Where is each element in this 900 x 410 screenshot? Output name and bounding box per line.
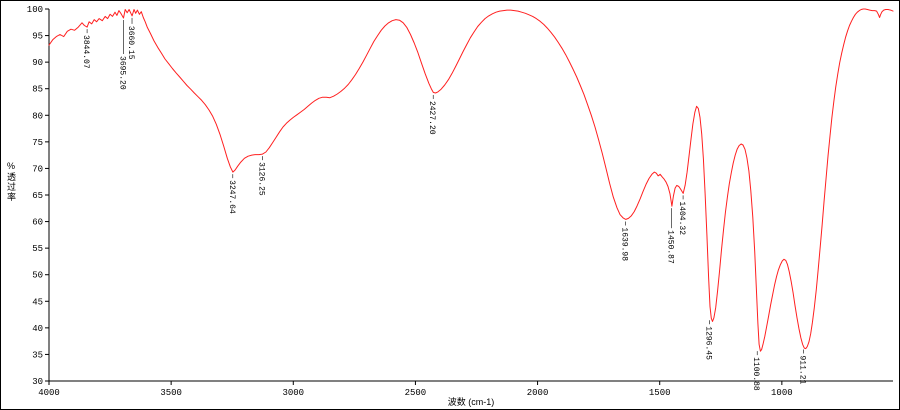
y-tick-label: 35 [32, 350, 43, 360]
y-tick-label: 40 [32, 324, 43, 334]
peak-label: 3126.25 [256, 162, 265, 196]
y-tick-label: 45 [32, 297, 43, 307]
peak-label: 1296.45 [703, 326, 712, 360]
y-tick-label: 95 [32, 32, 43, 42]
spectrum-curve [48, 8, 894, 352]
peak-label: 1404.32 [677, 201, 686, 235]
y-tick-label: 90 [32, 58, 43, 68]
y-tick-label: 85 [32, 85, 43, 95]
x-tick-label: 2500 [405, 388, 427, 398]
x-axis-title: 波数 (cm-1) [447, 397, 495, 407]
y-tick-label: 30 [32, 377, 43, 387]
x-tick-label: 4000 [38, 388, 60, 398]
x-tick-label: 3000 [282, 388, 304, 398]
peak-label: 3844.07 [81, 35, 90, 69]
y-tick-label: 75 [32, 138, 43, 148]
y-axis-title: %透过率 [6, 161, 16, 202]
peak-label: 1100.88 [751, 357, 760, 391]
y-tick-label: 60 [32, 218, 43, 228]
y-tick-label: 100 [27, 5, 43, 15]
y-tick-label: 55 [32, 244, 43, 254]
y-tick-label: 50 [32, 271, 43, 281]
x-tick-label: 2000 [527, 388, 549, 398]
peak-label: 3660.15 [126, 26, 135, 60]
peak-label: 2427.20 [427, 101, 436, 135]
x-tick-label: 1500 [649, 388, 671, 398]
peak-label: 1450.87 [666, 230, 675, 264]
peak-label: 1639.98 [620, 227, 629, 261]
peak-label: 3695.20 [117, 56, 126, 90]
y-tick-label: 70 [32, 164, 43, 174]
x-tick-label: 3500 [160, 388, 182, 398]
peak-label: 911.21 [798, 356, 807, 385]
peak-label: 3247.64 [227, 180, 236, 214]
y-tick-label: 65 [32, 191, 43, 201]
x-tick-label: 1000 [771, 388, 793, 398]
y-tick-label: 80 [32, 111, 43, 121]
